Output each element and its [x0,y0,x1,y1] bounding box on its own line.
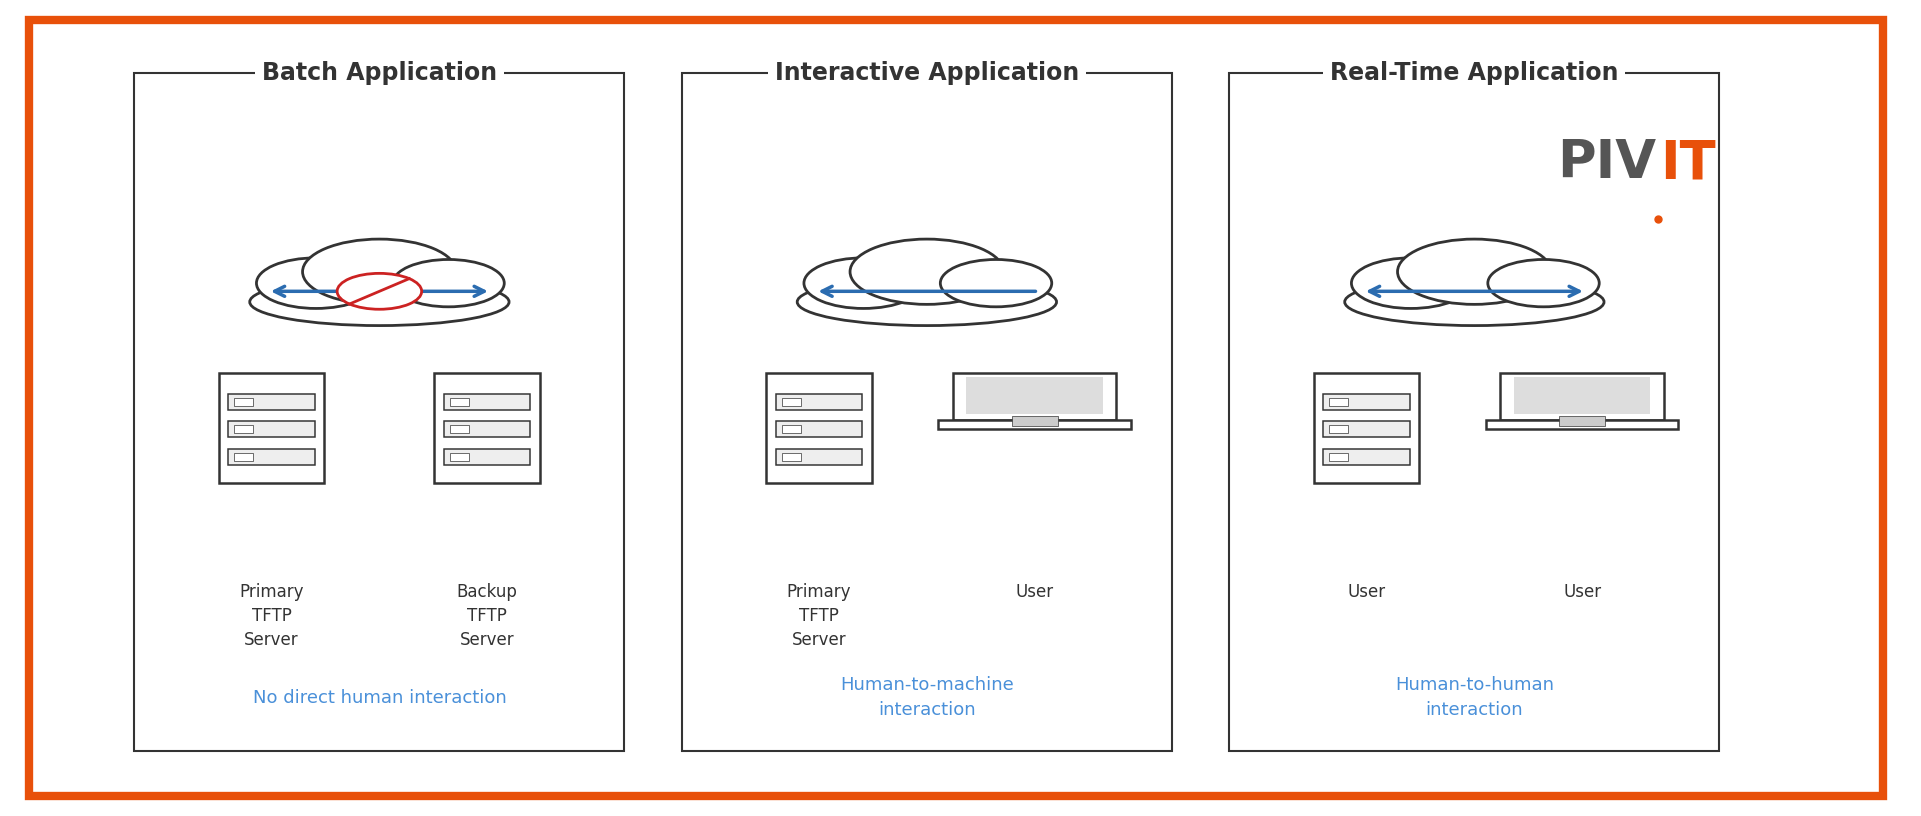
Text: User: User [1564,583,1602,601]
Circle shape [338,273,423,309]
Circle shape [304,239,457,304]
Text: Human-to-human
interaction: Human-to-human interaction [1395,676,1554,719]
Bar [776,393,863,410]
Bar [782,425,801,433]
Text: No direct human interaction: No direct human interaction [252,689,507,707]
Bar [450,425,469,433]
Text: Human-to-machine
interaction: Human-to-machine interaction [839,676,1014,719]
Text: User: User [1016,583,1055,601]
Text: Primary
TFTP
Server: Primary TFTP Server [240,583,304,649]
Ellipse shape [797,278,1057,326]
Bar [219,374,325,483]
Bar [1329,453,1349,461]
Ellipse shape [1345,278,1604,326]
Circle shape [939,259,1053,307]
Bar [1560,416,1606,426]
Text: PIV: PIV [1556,137,1656,189]
Text: Primary
TFTP
Server: Primary TFTP Server [788,583,851,649]
Bar [1514,377,1650,415]
Bar [1485,420,1679,429]
Bar [682,73,1172,751]
Circle shape [257,258,377,308]
Bar [1324,449,1410,465]
Bar [234,397,254,406]
Bar [134,73,624,751]
Text: Interactive Application: Interactive Application [774,61,1080,86]
Bar [229,393,315,410]
Bar [444,421,530,437]
Bar [444,393,530,410]
Circle shape [1398,239,1552,304]
Text: Backup
TFTP
Server: Backup TFTP Server [457,583,517,649]
Circle shape [803,258,924,308]
Bar [229,421,315,437]
Bar [766,374,872,483]
Bar [937,420,1131,429]
Bar [234,453,254,461]
Bar [1324,393,1410,410]
Bar [966,377,1103,415]
Bar [1329,397,1349,406]
Bar [434,374,540,483]
Bar [782,453,801,461]
Bar [1012,416,1058,426]
Circle shape [394,259,503,307]
Ellipse shape [250,278,509,326]
Bar [782,397,801,406]
Text: Real-Time Application: Real-Time Application [1329,61,1619,86]
Bar [450,453,469,461]
FancyBboxPatch shape [29,20,1883,796]
Bar [1500,373,1664,420]
Bar [776,421,863,437]
Bar [1324,421,1410,437]
Circle shape [849,239,1003,304]
Bar [776,449,863,465]
Text: Batch Application: Batch Application [261,61,498,86]
Circle shape [1489,259,1600,307]
Bar [450,397,469,406]
Bar [234,425,254,433]
Circle shape [1352,258,1471,308]
Bar [1329,425,1349,433]
Text: IT: IT [1660,137,1715,189]
Text: User: User [1347,583,1385,601]
Bar [229,449,315,465]
Bar [953,373,1116,420]
Bar [444,449,530,465]
Bar [1229,73,1719,751]
Bar [1314,374,1420,483]
